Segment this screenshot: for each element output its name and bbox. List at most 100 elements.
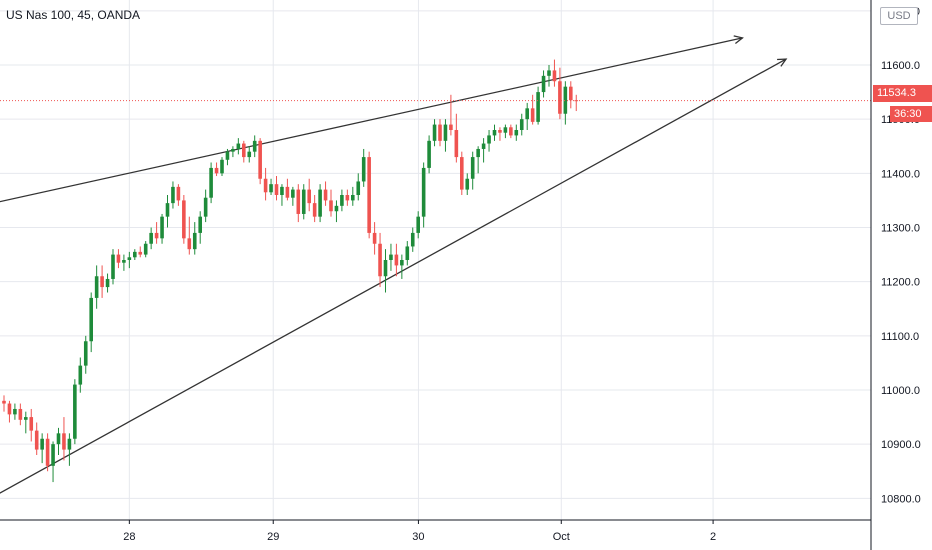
candle: [405, 241, 410, 266]
candle: [73, 379, 77, 445]
currency-label[interactable]: USD: [880, 7, 918, 25]
candle-body: [225, 151, 230, 160]
candle-body: [242, 143, 246, 158]
candle-body: [552, 70, 557, 82]
candle: [247, 146, 252, 163]
candlestick-series: [2, 59, 579, 483]
candle-body: [220, 159, 224, 174]
candle-body: [421, 167, 426, 217]
candle-body: [378, 243, 382, 277]
candle: [400, 254, 404, 279]
candle: [62, 417, 66, 461]
candle: [13, 403, 17, 420]
candle-body: [263, 178, 268, 193]
candle-body: [312, 203, 317, 217]
candle-body: [29, 417, 34, 431]
trend-lines[interactable]: [0, 35, 788, 512]
candle: [432, 119, 437, 147]
candle: [242, 140, 246, 163]
candle: [443, 119, 448, 152]
candle: [541, 70, 546, 98]
candle-body: [78, 365, 83, 385]
candle-body: [318, 189, 322, 217]
candle: [323, 181, 328, 206]
candle: [476, 146, 480, 174]
candle: [24, 411, 28, 434]
candle-body: [111, 254, 115, 279]
candle-body: [269, 184, 273, 193]
candle: [460, 151, 464, 195]
candle-body: [470, 157, 475, 179]
candle: [269, 178, 273, 195]
candle-body: [203, 197, 208, 217]
candle: [301, 184, 306, 220]
candle: [498, 127, 502, 141]
candle: [351, 186, 355, 206]
candle-body: [252, 140, 257, 152]
trend-line-segment: [0, 37, 743, 203]
candle: [536, 86, 540, 125]
candle-body: [83, 341, 88, 366]
candle-body: [116, 254, 121, 263]
last-price-badge: 11534.3: [873, 85, 932, 102]
candle: [83, 335, 88, 374]
candle-body: [62, 433, 66, 450]
time-axis[interactable]: 28 29 30 Oct 2: [123, 520, 716, 543]
candle: [171, 181, 175, 209]
candle-body: [465, 178, 470, 190]
candle: [176, 184, 181, 206]
price-axis[interactable]: 11700.011600.011500.011400.011300.011200…: [881, 6, 921, 506]
candle: [410, 227, 415, 252]
x-tick-label: Oct: [553, 531, 570, 543]
candle-body: [558, 81, 562, 114]
candle: [416, 211, 420, 239]
candle: [143, 241, 148, 258]
candle-body: [547, 70, 551, 76]
candle: [154, 222, 159, 244]
candle: [449, 94, 453, 136]
candle-body: [372, 232, 377, 244]
candle-body: [356, 181, 361, 195]
candle-body: [24, 417, 28, 420]
candle: [285, 178, 290, 201]
candle: [378, 232, 382, 288]
candle-body: [530, 108, 535, 122]
candle: [329, 189, 333, 217]
candle: [182, 195, 186, 244]
candle-body: [514, 130, 519, 136]
candle-body: [165, 203, 170, 217]
candle: [530, 94, 535, 125]
candle: [509, 124, 513, 139]
candle: [274, 176, 279, 201]
candle-body: [400, 260, 404, 266]
candle-body: [122, 260, 126, 263]
candle: [503, 124, 508, 139]
candle: [454, 113, 459, 163]
candle: [258, 138, 262, 185]
candle-body: [449, 124, 453, 130]
candle: [291, 186, 295, 206]
trend-line: [0, 35, 744, 203]
candle-body: [45, 438, 50, 466]
candle: [519, 113, 524, 136]
candle: [122, 254, 126, 271]
candle-body: [340, 195, 344, 206]
candle: [100, 265, 104, 298]
candle: [40, 433, 44, 464]
candle-body: [18, 408, 23, 420]
trend-line: [0, 58, 788, 494]
y-tick-label: 11300.0: [881, 223, 920, 235]
candle-body: [209, 167, 213, 198]
candle: [318, 184, 322, 223]
candle: [45, 433, 50, 472]
trend-line-segment: [0, 58, 787, 494]
chart-title: US Nas 100, 45, OANDA: [6, 8, 141, 22]
candle: [547, 65, 551, 87]
candle-body: [171, 186, 175, 204]
candle: [138, 246, 143, 258]
candle: [209, 162, 213, 204]
candle: [465, 173, 470, 195]
x-tick-label: 2: [710, 531, 716, 543]
candle: [296, 184, 301, 223]
